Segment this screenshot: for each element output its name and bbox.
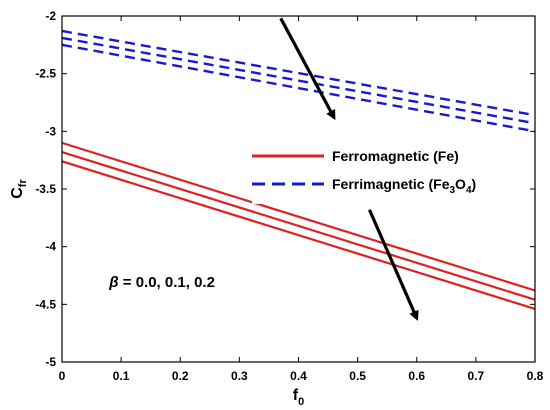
y-tick-label: -4 [45, 240, 56, 254]
y-tick-label: -5 [45, 355, 56, 369]
y-tick-label: -3 [45, 124, 56, 138]
legend-label-ferrimagnetic-part1: Ferrimagnetic (Fe [332, 176, 450, 192]
beta-values: = 0.0, 0.1, 0.2 [119, 274, 215, 291]
y-tick-label: -2 [45, 9, 56, 23]
y-axis-label: Cfr [9, 179, 29, 199]
svg-text:Cfr: Cfr [9, 179, 29, 199]
legend-label-ferrimagnetic-sub3: 3 [449, 185, 455, 196]
y-axis-label-main: C [9, 187, 26, 199]
legend-label-ferrimagnetic-sub4: 4 [466, 185, 472, 196]
beta-symbol: β [108, 274, 118, 291]
legend-label-ferrimagnetic-close: ) [472, 176, 477, 192]
x-axis-label-main: f [293, 387, 299, 404]
annotations-layer [279, 17, 419, 321]
ferromagnetic-series-line-2 [61, 160, 536, 310]
arrow-ferromagnetic [367, 209, 419, 321]
ferromagnetic-series-line-1 [61, 151, 536, 301]
x-axis-label: f0 [293, 387, 304, 408]
x-tick-label: 0.4 [290, 369, 307, 383]
x-tick-label: 0.7 [468, 369, 485, 383]
beta-annotation: β = 0.0, 0.1, 0.2 [108, 274, 215, 291]
series-layer [61, 29, 536, 310]
x-tick-label: 0 [59, 369, 66, 383]
y-tick-label: -3.5 [35, 182, 56, 196]
x-axis-label-sub: 0 [298, 396, 304, 408]
x-tick-label: 0.3 [231, 369, 248, 383]
ticks-layer: 0 0.1 0.2 0.3 0.4 0.5 0.6 0.7 0.8 -5 -4.5 -4 -3.5 -3 -… [35, 9, 543, 383]
y-tick-label: -4.5 [35, 297, 56, 311]
ferrimagnetic-series-line-3 [61, 29, 536, 117]
arrow-ferrimagnetic [279, 17, 336, 121]
y-tick-label: -2.5 [35, 67, 56, 81]
y-axis-label-sub: fr [17, 179, 29, 188]
x-tick-label: 0.6 [408, 369, 425, 383]
legend-background [252, 142, 522, 204]
legend-label-ferrimagnetic: Ferrimagnetic (Fe3O4) [332, 176, 476, 196]
legend-label-ferromagnetic: Ferromagnetic (Fe) [332, 148, 459, 164]
ferrimagnetic-series-line-4 [61, 36, 536, 125]
x-tick-label: 0.1 [113, 369, 130, 383]
ferrimagnetic-series-line-5 [61, 43, 536, 133]
x-tick-label: 0.8 [527, 369, 544, 383]
x-tick-label: 0.2 [172, 369, 189, 383]
legend-label-ferrimagnetic-part2: O [455, 176, 466, 192]
legend: Ferromagnetic (Fe) Ferrimagnetic (Fe3O4) [252, 142, 522, 204]
ferromagnetic-series-line-0 [61, 141, 536, 292]
x-tick-label: 0.5 [349, 369, 366, 383]
